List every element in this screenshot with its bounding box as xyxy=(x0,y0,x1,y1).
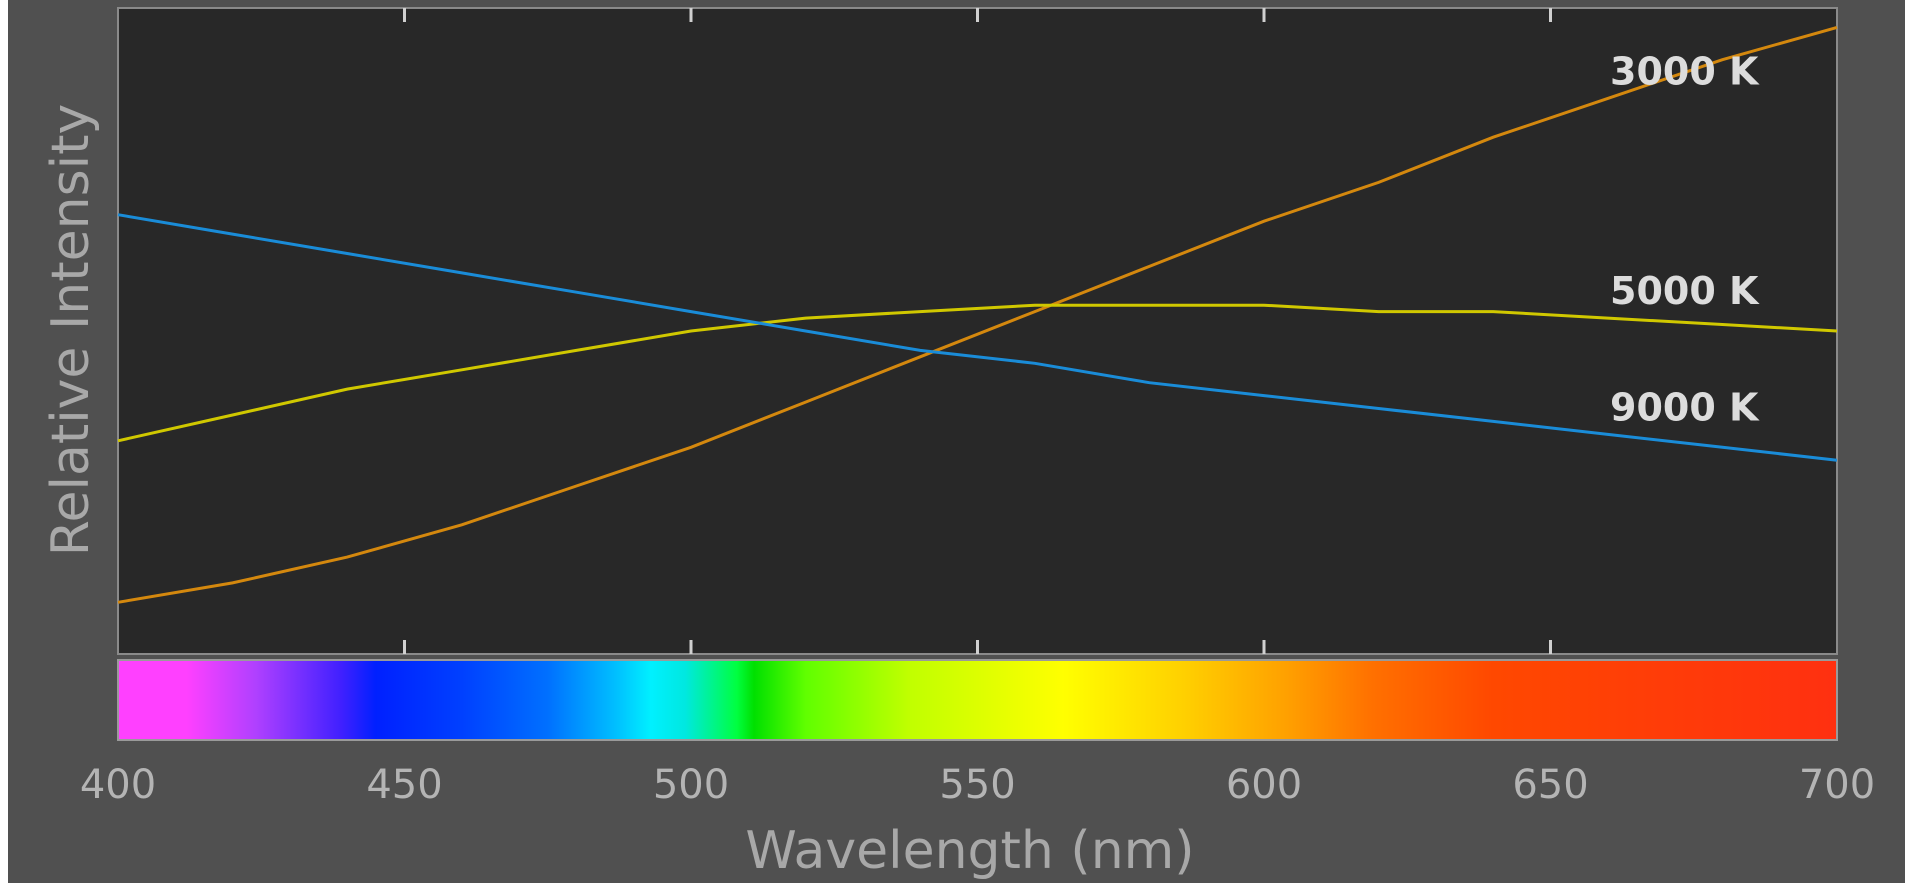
series-label-3000-k: 3000 K xyxy=(1610,50,1760,94)
series-label-9000-k: 9000 K xyxy=(1610,386,1760,430)
y-axis-title: Relative Intensity xyxy=(41,104,101,557)
series-line-5000-k xyxy=(117,303,1838,443)
series-line-9000-k xyxy=(117,213,1838,462)
spectrum-chart: 3000 K 5000 K 9000 K 400 450 500 550 600 650 700… xyxy=(41,7,1875,881)
x-tick-label-400: 400 xyxy=(80,762,156,808)
x-tick-label-500: 500 xyxy=(653,762,729,808)
plot-area xyxy=(117,7,1838,655)
series-line-3000-k xyxy=(117,25,1838,604)
x-tick-label-650: 650 xyxy=(1512,762,1588,808)
spectrum-bar xyxy=(117,659,1838,741)
x-tick-label-550: 550 xyxy=(939,762,1015,808)
x-tick-label-600: 600 xyxy=(1226,762,1302,808)
x-tick-label-700: 700 xyxy=(1799,762,1875,808)
x-axis-title: Wavelength (nm) xyxy=(745,821,1194,881)
chart-frame: 3000 K 5000 K 9000 K 400 450 500 550 600 650 700… xyxy=(8,0,1905,883)
series-label-5000-k: 5000 K xyxy=(1610,269,1760,313)
x-tick-label-450: 450 xyxy=(366,762,442,808)
